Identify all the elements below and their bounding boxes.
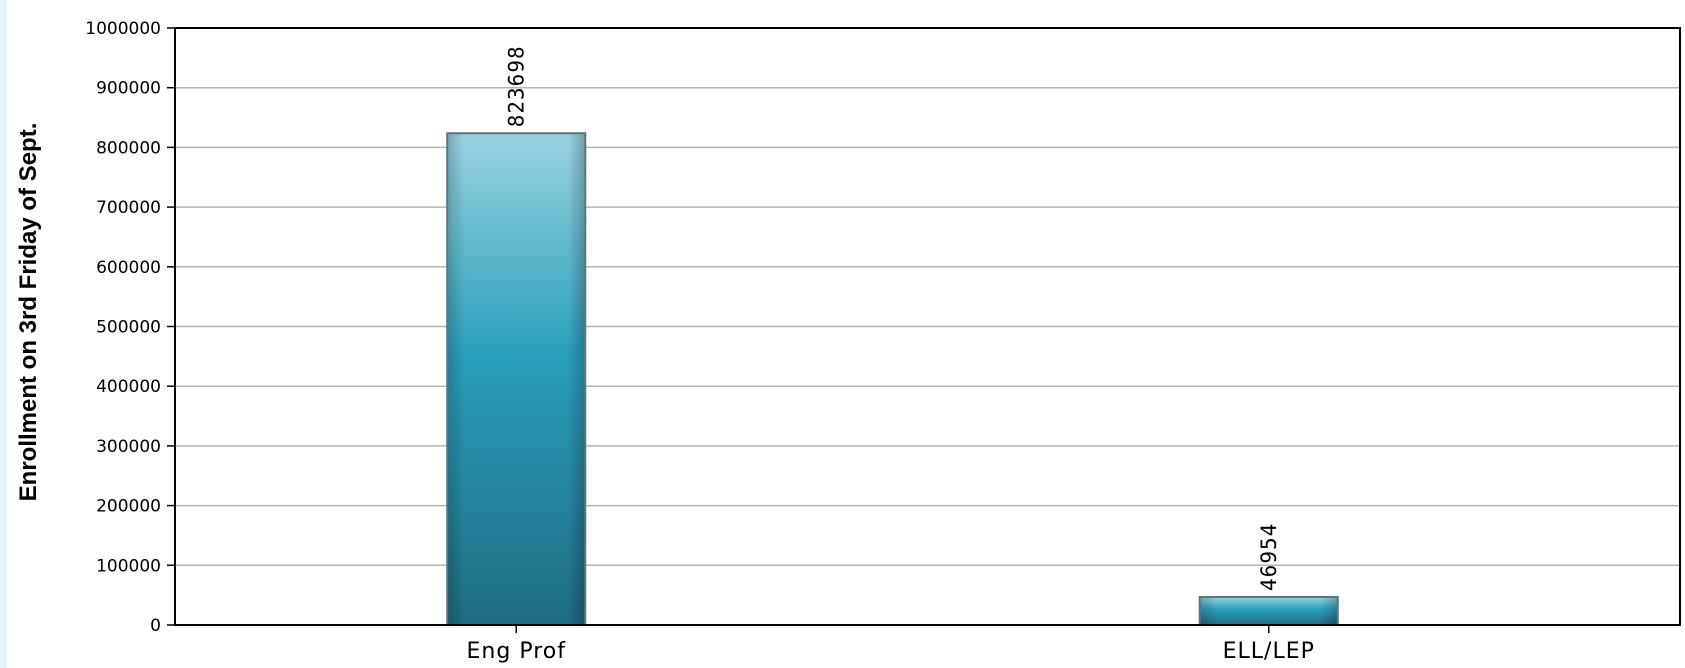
y-tick-label: 400000 — [96, 377, 161, 397]
bars — [446, 132, 1339, 626]
y-tick-label: 500000 — [96, 318, 161, 338]
x-tick-label: ELL/LEP — [1223, 639, 1315, 664]
y-axis-title: Enrollment on 3rd Friday of Sept. — [15, 123, 42, 502]
x-tick-label: Eng Prof — [467, 639, 567, 664]
axes — [167, 27, 1681, 633]
bar-shading — [448, 134, 585, 624]
y-tick-label: 800000 — [96, 138, 161, 158]
plot-frame — [174, 27, 1681, 626]
y-tick-label: 0 — [150, 616, 161, 636]
y-tick-label: 300000 — [96, 437, 161, 457]
y-tick-label: 100000 — [96, 556, 161, 576]
left-border-strip — [0, 0, 7, 668]
labels: 0 100000 200000 300000 400000 500000 600000 700… — [85, 19, 1315, 664]
y-tick-label: 600000 — [96, 258, 161, 278]
grid-lines — [175, 86, 1680, 567]
data-label: 823698 — [504, 45, 528, 127]
y-tick-label: 1000000 — [85, 19, 161, 39]
y-tick-label: 900000 — [96, 79, 161, 99]
y-tick-label: 700000 — [96, 198, 161, 218]
data-label: 46954 — [1257, 523, 1281, 591]
bar-shading — [1200, 597, 1337, 624]
y-tick-label: 200000 — [96, 497, 161, 517]
